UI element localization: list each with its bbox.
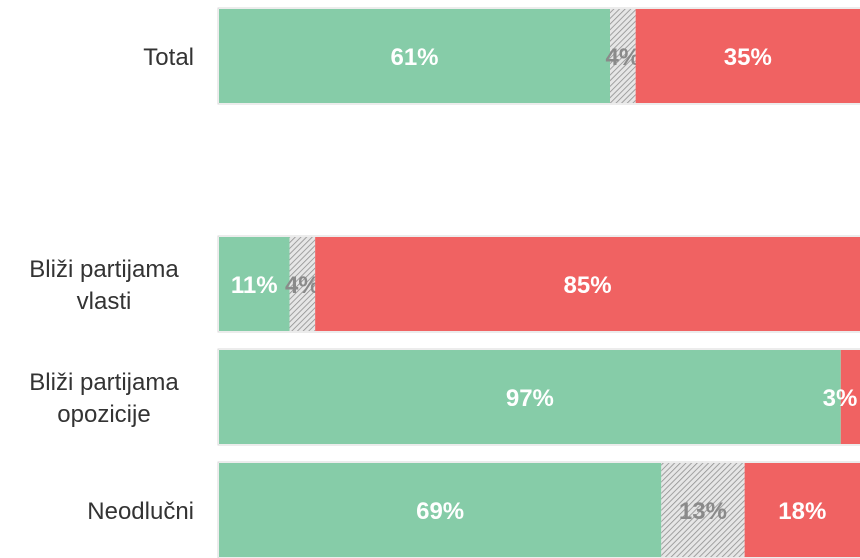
bar-segment [289,237,316,331]
category-label: Total [143,44,194,71]
bar-segment [610,9,636,103]
bar-frame [217,7,860,105]
data-label: 3% [823,385,858,412]
category-label: Bliži partijama vlasti [29,256,179,315]
data-label: 4% [285,272,320,299]
data-label: 69% [416,498,464,525]
plot-area: Total 61% 4% 35% Bliži partijama vlasti 11% 4% 8… [29,7,860,558]
data-label: 85% [564,272,612,299]
bar-segment [840,350,860,444]
data-label: 13% [679,498,727,525]
data-label: 4% [605,44,640,71]
data-label: 11% [231,272,278,299]
data-label: 18% [778,498,826,525]
bar-segment [219,237,290,331]
bar-segment [219,9,611,103]
bar-segment [219,350,841,444]
bar-frame [217,348,860,446]
category-label: Neodlučni [87,498,194,525]
category-label: Bliži partijama opozicije [29,369,179,428]
data-label: 97% [506,385,554,412]
bar-frame [217,461,860,558]
bar-segment [315,237,860,331]
bar-segment [661,463,745,557]
data-label: 35% [724,44,772,71]
bar-segment [744,463,860,557]
bar-frame [217,235,860,333]
bar-segment [219,463,662,557]
bar-segment [635,9,860,103]
data-label: 61% [390,44,438,71]
